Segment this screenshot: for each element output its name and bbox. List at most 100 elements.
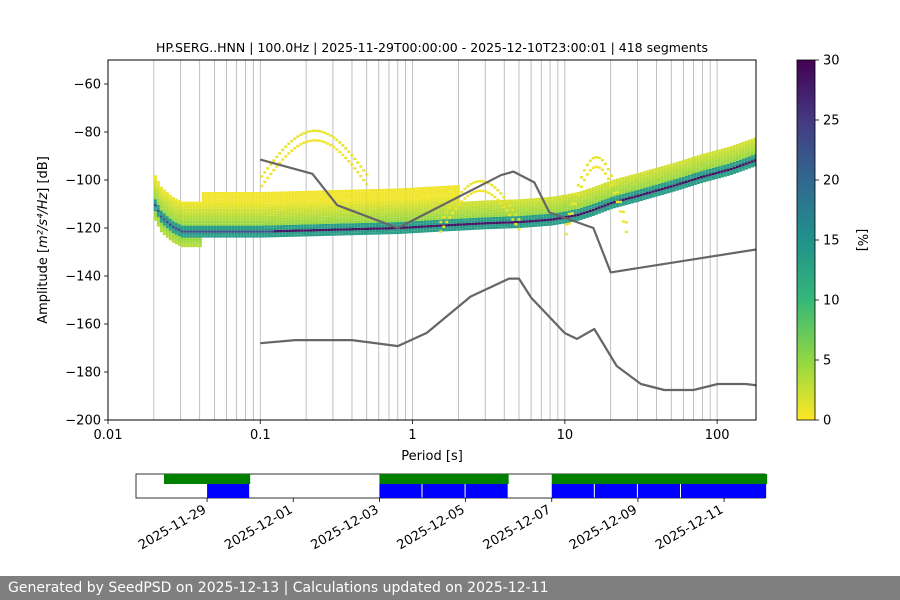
heatmap-cell [582,192,586,195]
heatmap-cell [483,210,487,213]
heatmap-cell [306,224,310,227]
heatmap-cell [531,222,535,225]
heatmap-cell [744,162,748,165]
heatmap-cell [579,205,583,208]
heatmap-cell [597,206,601,209]
heatmap-cell [699,175,703,179]
heatmap-cell [615,183,619,186]
heatmap-cell [279,217,283,221]
heatmap-cell [177,221,181,225]
heatmap-cell [558,200,562,203]
heatmap-cell [576,196,580,200]
heatmap-cell [357,196,361,200]
heatmap-cell [660,173,664,176]
heatmap-cell [168,211,172,214]
heatmap-cell [414,218,418,222]
heatmap-cell [414,209,418,212]
heatmap-cell [744,140,748,144]
heatmap-cell [483,207,487,211]
heatmap-cell [300,234,304,237]
heatmap-cell [552,220,556,223]
heatmap-cell [252,211,256,214]
heatmap-cell [267,230,271,233]
heatmap-cell [633,183,637,186]
heatmap-cell [546,213,550,217]
heatmap-cell [465,220,469,224]
heatmap-cell [486,205,490,208]
heatmap-cell [627,201,631,205]
heatmap-cell [378,191,382,194]
heatmap-cell [171,209,175,212]
psd-segment-bar [207,484,250,498]
heatmap-cell [493,186,497,189]
heatmap-cell [441,224,445,227]
heatmap-cell [183,232,187,236]
heatmap-cell [444,197,448,201]
heatmap-cell [246,199,250,202]
heatmap-cell [369,191,373,194]
heatmap-cell [459,225,463,229]
heatmap-cell [711,172,715,176]
heatmap-cell [183,218,187,221]
heatmap-cell [678,160,682,164]
heatmap-cell [453,190,457,193]
heatmap-cell [351,201,355,205]
heatmap-cell [372,189,376,192]
heatmap-cell [615,202,619,206]
heatmap-cell [558,202,562,205]
heatmap-cell [618,200,622,204]
heatmap-cell [291,203,295,206]
heatmap-cell [225,232,229,236]
heatmap-cell [324,202,328,205]
heatmap-cell [525,203,529,206]
heatmap-cell [366,194,370,197]
heatmap-cell [411,189,415,193]
heatmap-cell [189,228,193,231]
x-axis-label: Period [s] [401,449,463,464]
heatmap-cell [405,211,409,215]
heatmap-cell [350,163,354,166]
heatmap-cell [180,232,184,236]
heatmap-cell [288,227,292,230]
heatmap-cell [231,208,235,212]
heatmap-cell [315,231,319,234]
heatmap-cell [165,196,169,200]
heatmap-cell [168,197,172,200]
heatmap-cell [339,201,343,205]
timeline-tick-label: 2025-12-05 [395,502,468,553]
heatmap-cell [308,130,312,133]
heatmap-cell [567,208,571,211]
heatmap-cell [246,230,250,233]
heatmap-cell [336,228,340,231]
heatmap-cell [312,212,316,215]
heatmap-cell [402,197,406,201]
heatmap-cell [269,163,273,166]
heatmap-cell [408,202,412,205]
heatmap-cell [408,209,412,212]
heatmap-cell [282,229,286,233]
heatmap-cell [279,222,283,226]
heatmap-cell [189,213,193,216]
heatmap-cell [366,198,370,202]
heatmap-cell [738,157,742,160]
heatmap-cell [315,226,319,229]
heatmap-cell [462,201,466,204]
heatmap-cell [696,155,700,158]
heatmap-cell [507,218,511,222]
heatmap-cell [558,207,562,210]
heatmap-cell [669,190,673,193]
heatmap-cell [318,221,322,225]
heatmap-cell [741,168,745,171]
heatmap-cell [420,223,424,226]
heatmap-cell [204,220,208,224]
heatmap-cell [306,205,310,208]
heatmap-cell [744,164,748,168]
heatmap-cell [321,211,325,215]
heatmap-cell [612,205,616,209]
heatmap-cell [642,188,646,191]
heatmap-cell [576,204,580,207]
heatmap-cell [597,189,601,193]
heatmap-cell [639,186,643,189]
heatmap-cell [528,208,532,211]
heatmap-cell [747,166,751,169]
